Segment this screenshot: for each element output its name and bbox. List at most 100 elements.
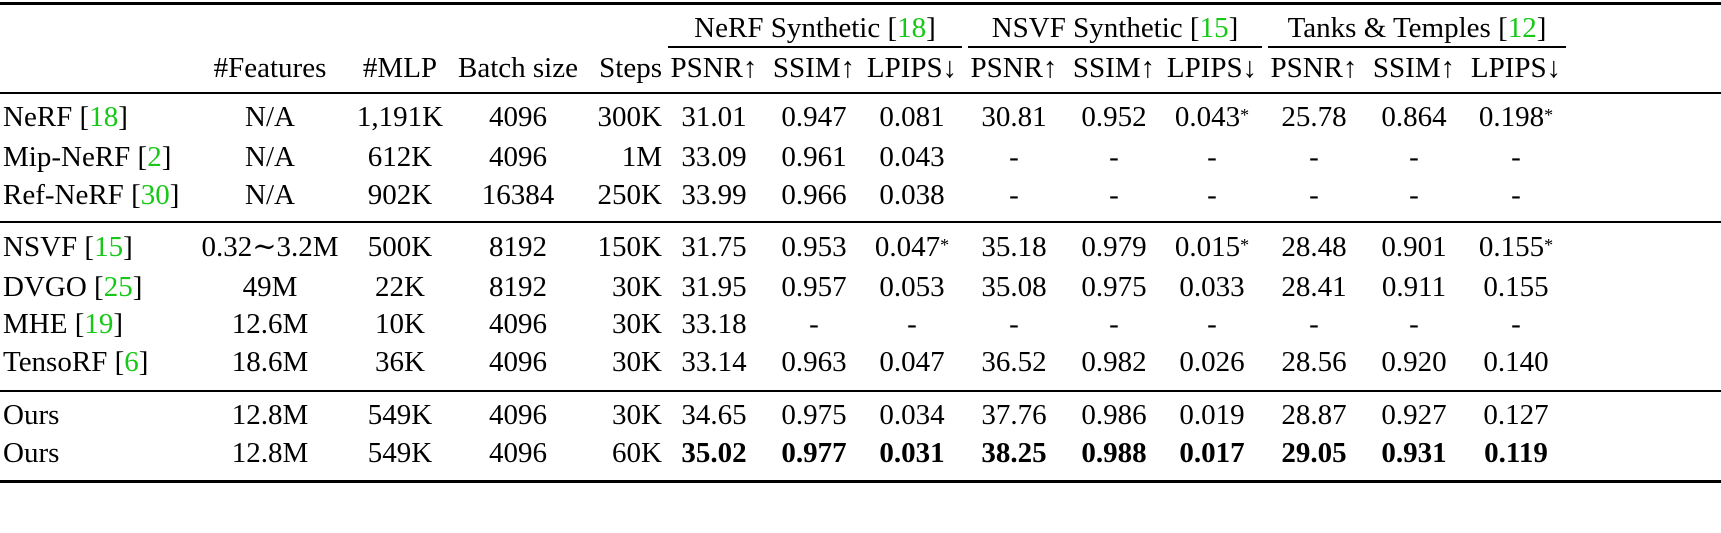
cmidrule-tt [1268,46,1566,48]
table-cell: 4096 [489,436,547,470]
cell-value: 549K [367,399,433,431]
table-cell: 35.18 [981,230,1046,264]
table-cell: 16384 [482,178,555,212]
table-cell: 0.015* [1175,230,1249,264]
table-cell: 30K [612,398,662,432]
citation-link[interactable]: 15 [94,231,124,263]
table-cell: 34.65 [681,398,746,432]
cell-value: - [1309,179,1319,211]
cell-value: - [1511,141,1521,173]
method-label: Mip-NeRF [3,141,138,173]
table-cell: 549K [368,398,432,432]
table-cell: 0.947 [781,100,846,134]
cell-value: 30K [612,308,662,340]
citation-link[interactable]: 6 [124,346,139,378]
table-cell: 36.52 [981,345,1046,379]
cell-value: 35.18 [981,231,1047,263]
table-cell: 300K [598,100,662,134]
column-header-label: Batch size [458,52,578,84]
cell-value: - [1009,308,1019,340]
citation-link[interactable]: 30 [140,179,170,211]
asterisk-mark: * [1240,105,1250,125]
column-header: LPIPS↓ [1167,51,1257,85]
citation-link[interactable]: 2 [147,141,162,173]
cell-value: 22K [375,271,425,303]
cell-value: 4096 [489,141,547,173]
column-header-label: SSIM↑ [1072,52,1156,84]
table-cell: - [1109,307,1119,341]
cell-value: 34.65 [681,399,747,431]
cell-value: 31.75 [681,231,747,263]
method-name: NeRF [18] [3,101,128,133]
table-cell: 0.982 [1081,345,1146,379]
table-cell: 12.8M [232,436,309,470]
table-cell: 33.18 [681,307,746,341]
column-header-label: PSNR↑ [1270,52,1358,84]
cell-value: 0.947 [781,101,847,133]
bottom-rule [0,480,1721,483]
cell-value: 0.32∼3.2M [201,231,339,263]
table-cell: 0.32∼3.2M [201,230,338,264]
cell-value: 4096 [489,399,547,431]
table-cell: 0.961 [781,140,846,174]
cell-value: 0.977 [781,437,847,469]
group-rule-2 [0,390,1721,392]
table-cell: 30K [612,307,662,341]
table-cell: N/A [245,178,295,212]
cell-value: 0.047 [879,346,945,378]
column-header: PSNR↑ [670,51,757,85]
table-cell: 0.047 [879,345,944,379]
citation-link[interactable]: 15 [1199,12,1229,44]
cell-value: 33.18 [681,308,747,340]
citation-link[interactable]: 12 [1507,12,1537,44]
table-cell: 12.6M [232,307,309,341]
table-cell: - [1511,307,1521,341]
citation-link[interactable]: 18 [897,12,927,44]
column-header: #MLP [363,51,437,85]
asterisk-mark: * [1544,105,1554,125]
cell-value: 31.95 [681,271,747,303]
cell-value: 30K [612,271,662,303]
method-name: Ours [3,436,59,470]
method-name: MHE [19] [3,308,124,340]
citation-link[interactable]: 19 [84,308,114,340]
cell-value: 8192 [489,231,547,263]
table-cell: 150K [598,230,662,264]
cell-value: 0.198 [1478,101,1545,133]
table-cell: 29.05 [1281,436,1346,470]
citation-link[interactable]: 25 [103,271,133,303]
table-cell: 0.957 [781,270,846,304]
citation-link[interactable]: 18 [89,101,119,133]
cell-value: N/A [245,179,295,211]
method-label: DVGO [3,271,95,303]
table-cell: 0.155* [1479,230,1553,264]
cell-value: 12.8M [231,437,309,469]
cell-value: 30K [612,399,662,431]
column-header: SSIM↑ [773,51,855,85]
column-header-label: LPIPS↓ [1470,52,1562,84]
cell-value: 0.901 [1381,231,1447,263]
column-header: LPIPS↓ [867,51,957,85]
cell-value: 0.963 [781,346,847,378]
table-cell: 28.41 [1281,270,1346,304]
cell-value: 0.975 [781,399,847,431]
table-cell: 0.038 [879,178,944,212]
cell-value: 31.01 [681,101,747,133]
table-cell: 0.155 [1483,270,1548,304]
group-header-label: NeRF Synthetic [694,12,888,44]
cell-value: 0.053 [879,271,945,303]
cell-value: 12.6M [231,308,309,340]
table-cell: 0.127 [1483,398,1548,432]
table-cell: 4096 [489,345,547,379]
table-cell: 0.952 [1081,100,1146,134]
table-cell: 22K [375,270,425,304]
table-cell: 0.963 [781,345,846,379]
table-cell: 0.920 [1381,345,1446,379]
table-cell: N/A [245,100,295,134]
table-cell: 0.026 [1179,345,1244,379]
table-cell: 4096 [489,100,547,134]
table-cell: - [1109,178,1119,212]
table-cell: 8192 [489,270,547,304]
cell-value: 0.017 [1179,437,1245,469]
cell-value: 0.979 [1081,231,1147,263]
